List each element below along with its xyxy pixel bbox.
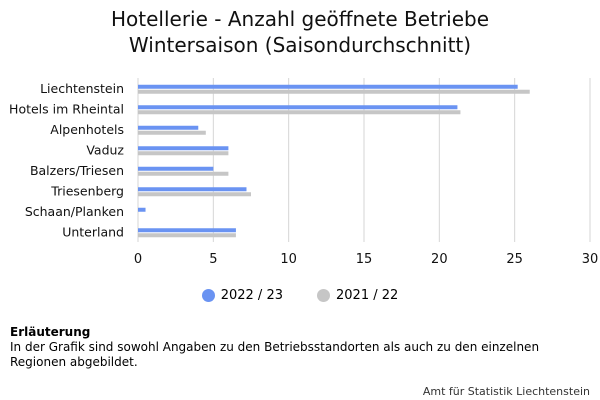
chart-title-line-2: Wintersaison (Saisondurchschnitt) — [128, 33, 472, 57]
category-label: Liechtenstein — [40, 81, 124, 96]
category-label: Unterland — [62, 224, 124, 239]
category-label: Vaduz — [86, 142, 124, 157]
bar-series-1 — [138, 228, 236, 233]
legend-marker-series-1 — [201, 289, 215, 302]
x-tick-label: 20 — [431, 252, 448, 267]
footnote-text: In der Grafik sind sowohl Angaben zu den… — [10, 340, 540, 369]
bar-series-2 — [138, 233, 236, 238]
x-tick-label: 25 — [506, 252, 523, 267]
chart-title: Hotellerie - Anzahl geöffnete Betriebe W… — [0, 6, 600, 58]
bar-series-1 — [138, 84, 518, 89]
legend-marker-series-2 — [317, 289, 330, 302]
x-tick-label: 0 — [134, 252, 142, 267]
bar-series-1 — [138, 166, 214, 171]
bar-series-2 — [138, 89, 530, 94]
category-label: Schaan/Planken — [25, 204, 124, 219]
bar-series-2 — [138, 151, 229, 156]
chart-title-line-1: Hotellerie - Anzahl geöffnete Betriebe — [110, 7, 489, 31]
category-label: Hotels im Rheintal — [9, 101, 124, 116]
bar-series-2 — [138, 171, 229, 176]
bar-series-1 — [138, 105, 458, 110]
x-tick-label: 5 — [209, 252, 217, 267]
x-tick-label: 10 — [280, 252, 297, 267]
x-tick-label: 15 — [356, 252, 373, 267]
bar-series-1 — [138, 187, 247, 192]
legend-item-series-2[interactable]: 2021 / 22 — [317, 288, 398, 303]
source-credit: Amt für Statistik Liechtenstein — [422, 385, 590, 398]
bar-series-1 — [138, 146, 229, 151]
legend-item-series-1[interactable]: 2022 / 23 — [201, 288, 283, 303]
legend: 2022 / 23 2021 / 22 — [0, 288, 600, 303]
legend-label-series-2: 2021 / 22 — [336, 288, 399, 303]
category-label: Triesenberg — [50, 183, 124, 198]
bar-series-2 — [138, 110, 461, 115]
bar-series-2 — [138, 192, 251, 197]
footnote-heading: Erläuterung — [10, 325, 91, 339]
category-label: Balzers/Triesen — [30, 163, 124, 178]
category-label: Alpenhotels — [50, 122, 124, 137]
footnote: Erläuterung In der Grafik sind sowohl An… — [10, 325, 595, 370]
bar-series-1 — [138, 125, 199, 130]
bar-series-1 — [138, 207, 146, 212]
legend-label-series-1: 2022 / 23 — [220, 288, 283, 303]
x-tick-label: 30 — [582, 252, 599, 267]
bar-series-2 — [138, 130, 206, 135]
